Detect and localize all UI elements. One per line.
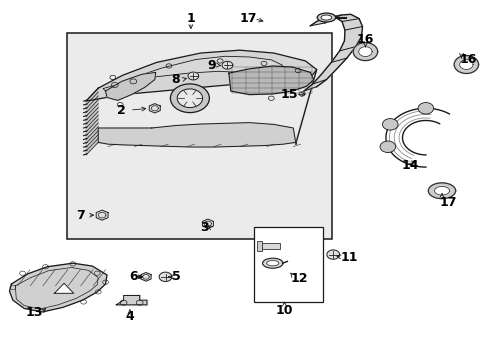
Bar [254, 226, 322, 302]
Text: 16: 16 [356, 33, 373, 46]
Text: 7: 7 [76, 209, 85, 222]
Text: 14: 14 [401, 159, 418, 172]
Polygon shape [202, 219, 213, 228]
Polygon shape [187, 72, 198, 80]
Text: 16: 16 [458, 53, 475, 66]
Polygon shape [103, 56, 282, 91]
Polygon shape [434, 186, 448, 195]
Circle shape [417, 103, 433, 114]
Polygon shape [86, 50, 316, 101]
Bar [66, 33, 331, 239]
Ellipse shape [317, 13, 335, 22]
Bar [256, 241, 261, 251]
Ellipse shape [266, 261, 278, 266]
Ellipse shape [321, 15, 331, 20]
Polygon shape [326, 250, 339, 259]
Circle shape [170, 84, 209, 113]
Polygon shape [9, 263, 107, 312]
Polygon shape [358, 47, 371, 57]
Text: 1: 1 [186, 12, 195, 25]
Text: 2: 2 [117, 104, 126, 117]
Polygon shape [149, 104, 160, 113]
Polygon shape [459, 60, 472, 69]
Circle shape [177, 89, 202, 108]
Polygon shape [228, 66, 313, 95]
Polygon shape [116, 296, 147, 305]
Bar [261, 243, 280, 249]
Circle shape [379, 141, 395, 153]
Polygon shape [159, 272, 171, 282]
Text: 5: 5 [171, 270, 180, 283]
Text: 11: 11 [340, 251, 357, 264]
Ellipse shape [262, 258, 283, 268]
Text: 17: 17 [239, 12, 257, 25]
Text: 10: 10 [275, 305, 293, 318]
Polygon shape [96, 210, 108, 220]
Text: 6: 6 [129, 270, 137, 283]
Polygon shape [453, 55, 478, 73]
Text: 12: 12 [290, 272, 307, 285]
Text: 15: 15 [280, 88, 298, 101]
Polygon shape [427, 183, 455, 199]
Circle shape [138, 275, 142, 279]
Text: 17: 17 [439, 196, 456, 209]
Polygon shape [105, 72, 156, 100]
Text: 4: 4 [125, 310, 134, 324]
Text: 8: 8 [171, 73, 179, 86]
Polygon shape [304, 14, 362, 91]
Polygon shape [98, 123, 295, 147]
Polygon shape [295, 69, 316, 144]
Circle shape [382, 118, 397, 130]
Text: 9: 9 [206, 59, 215, 72]
Polygon shape [352, 42, 377, 60]
Text: 3: 3 [200, 221, 208, 234]
Polygon shape [222, 61, 232, 69]
Text: 13: 13 [25, 306, 42, 319]
Polygon shape [86, 88, 98, 155]
Polygon shape [54, 283, 74, 293]
Polygon shape [141, 273, 151, 281]
